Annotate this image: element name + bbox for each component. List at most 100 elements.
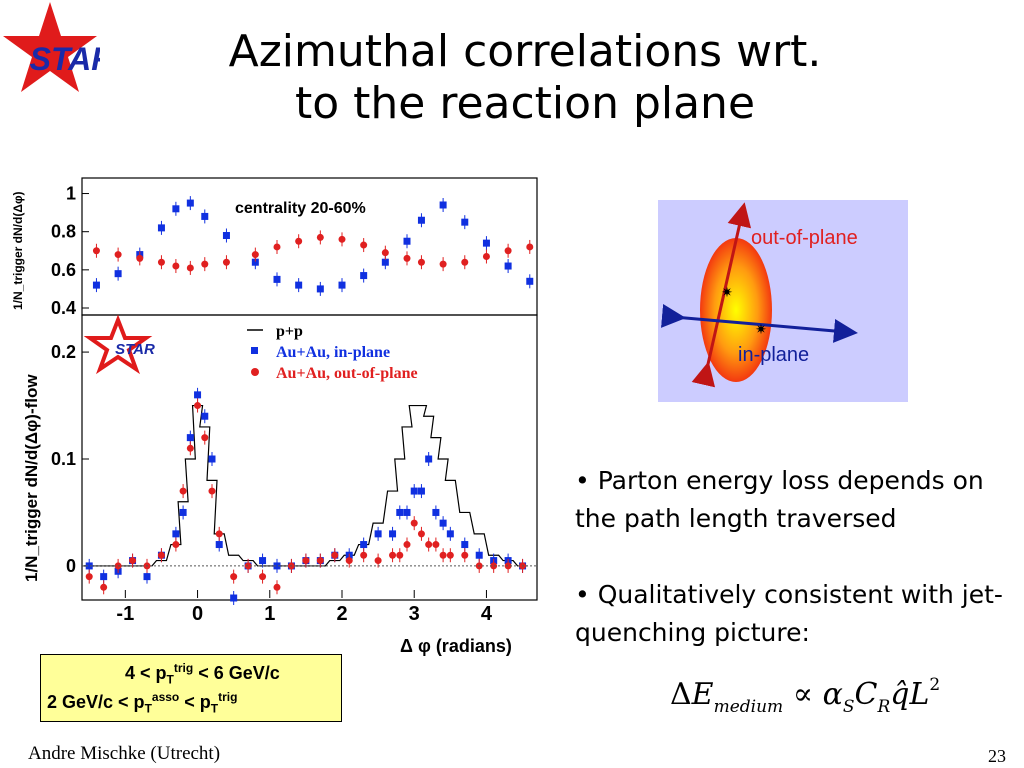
in-plane-point [273, 562, 281, 570]
bottom-panel-frame [81, 314, 538, 601]
out-of-plane-point [208, 487, 216, 495]
legend-in-plane-label: Au+Au, in-plane [276, 344, 390, 361]
in-plane-point [425, 455, 433, 463]
top-panel: 0.4 0.6 0.8 1 [51, 184, 534, 318]
star-outline-icon [83, 314, 153, 375]
y-tick-label: 0.8 [51, 222, 76, 242]
in-plane-point [526, 277, 534, 285]
out-of-plane-point [360, 241, 368, 249]
in-plane-point [194, 391, 202, 399]
y-tick-label: 0.1 [51, 449, 76, 469]
out-of-plane-point [157, 258, 165, 266]
in-plane-point [396, 508, 404, 516]
x-tick-label: 0 [192, 603, 203, 625]
in-plane-point [273, 275, 281, 283]
x-axis-label: Δ φ (radians) [400, 636, 512, 656]
in-plane-point [417, 216, 425, 224]
top-panel-label: centrality 20-60% [235, 200, 366, 217]
bottom-y-axis-label: 1/N_trigger dN/d(Δφ)-flow [22, 374, 41, 582]
out-of-plane-point [215, 530, 223, 538]
in-plane-point [439, 201, 447, 209]
star-logo: STAR [3, 2, 100, 92]
legend-pp-label: p+p [276, 323, 303, 340]
in-plane-arrow [661, 304, 858, 343]
in-plane-point [410, 487, 418, 495]
pp-histogram [84, 404, 528, 567]
in-plane-point [482, 239, 490, 247]
out-of-plane-point [157, 551, 165, 559]
in-plane-point [114, 270, 122, 278]
inner-star-logo: STAR [83, 314, 155, 375]
in-plane-point [172, 530, 180, 538]
out-of-plane-point [179, 487, 187, 495]
in-plane-point [504, 262, 512, 270]
title-line-2: to the reaction plane [294, 78, 756, 129]
in-plane-point [251, 258, 259, 266]
out-of-plane-point [439, 260, 447, 268]
out-of-plane-point [273, 243, 281, 251]
star-icon [3, 2, 97, 92]
out-of-plane-point [446, 551, 454, 559]
in-plane-point [360, 541, 368, 549]
out-of-plane-point [432, 541, 440, 549]
bottom-panel: 0 0.1 0.2 -1 0 1 2 3 4 [51, 342, 537, 625]
in-plane-point [446, 530, 454, 538]
page-title: Azimuthal correlations wrt. to the react… [150, 26, 900, 130]
in-plane-point [186, 434, 194, 442]
in-plane-point [338, 281, 346, 289]
in-plane-point [172, 205, 180, 213]
in-plane-point [100, 573, 108, 581]
out-of-plane-label: out-of-plane [751, 227, 858, 249]
out-of-plane-point [302, 557, 310, 565]
in-plane-point [157, 224, 165, 232]
in-plane-point [85, 562, 93, 570]
out-of-plane-point [186, 444, 194, 452]
out-of-plane-point [338, 235, 346, 243]
out-of-plane-point [201, 434, 209, 442]
out-of-plane-point [259, 573, 267, 581]
bullet-item: • Qualitatively consistent with jet-quen… [575, 580, 1003, 647]
in-plane-point [215, 541, 223, 549]
sparkle-icon-2: ✷ [755, 321, 767, 337]
out-of-plane-point [439, 551, 447, 559]
in-plane-point [222, 232, 230, 240]
bullet-item: • Parton energy loss depends on the path… [575, 466, 984, 533]
out-of-plane-point [85, 573, 93, 581]
in-plane-point [432, 508, 440, 516]
top-panel-frame [81, 177, 538, 316]
x-tick-label: 3 [409, 603, 420, 625]
kinematics-box: 4 < pTtrig < 6 GeV/c 2 GeV/c < pTasso < … [40, 654, 342, 722]
out-of-plane-point [244, 562, 252, 570]
page-number: 23 [988, 746, 1006, 766]
energy-loss-formula: ΔEmedium ∝ αSCRq̂L2 [670, 675, 941, 717]
in-plane-point [374, 530, 382, 538]
star-logo-text: STAR [30, 41, 100, 77]
x-tick-label: 1 [264, 603, 275, 625]
out-of-plane-point [389, 551, 397, 559]
out-of-plane-point [374, 557, 382, 565]
inner-star-text: STAR [115, 341, 155, 358]
in-plane-point [389, 530, 397, 538]
out-of-plane-point [100, 583, 108, 591]
out-of-plane-point [381, 249, 389, 257]
in-plane-point [461, 541, 469, 549]
out-of-plane-point [417, 258, 425, 266]
in-plane-point [259, 557, 267, 565]
out-of-plane-point [461, 258, 469, 266]
in-plane-point [201, 212, 209, 220]
out-of-plane-point [92, 247, 100, 255]
legend-out-of-plane-label: Au+Au, out-of-plane [276, 365, 418, 382]
trigger-range: 4 < pTtrig < 6 GeV/c [125, 661, 280, 687]
out-of-plane-point [114, 251, 122, 259]
out-of-plane-point [129, 557, 137, 565]
in-plane-point [230, 594, 238, 602]
out-of-plane-point [425, 541, 433, 549]
out-of-plane-point [410, 519, 418, 527]
sparkle-icon: ✷ [721, 284, 733, 300]
out-of-plane-point [172, 262, 180, 270]
out-of-plane-point [316, 233, 324, 241]
out-of-plane-point [345, 557, 353, 565]
y-tick-label: 0.6 [51, 260, 76, 280]
in-plane-point [186, 199, 194, 207]
out-of-plane-point [461, 551, 469, 559]
